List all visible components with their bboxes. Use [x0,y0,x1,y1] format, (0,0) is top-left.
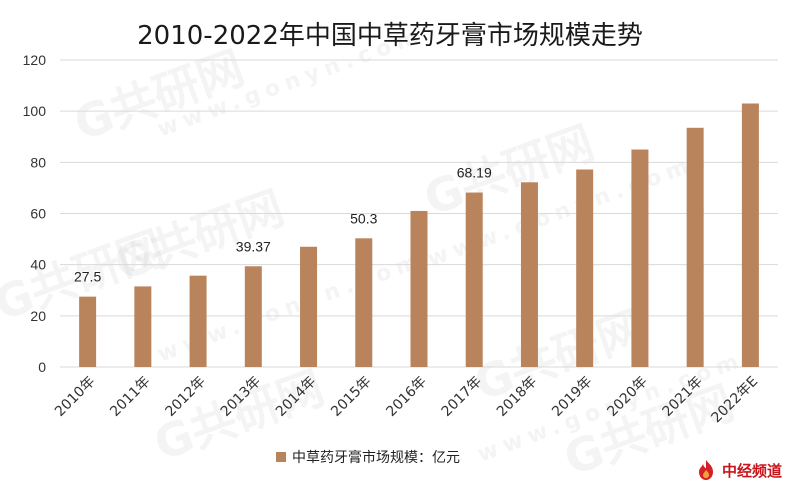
bar [520,182,538,367]
x-tick-label: 2014年 [273,374,319,420]
legend-label: 中草药牙膏市场规模：亿元 [292,449,460,466]
bar [244,266,262,367]
bar [576,169,594,367]
y-tick-label: 120 [23,52,47,68]
flame-logo-icon [699,460,713,480]
data-label: 68.19 [457,165,492,181]
x-tick-label: 2017年 [439,374,485,420]
y-tick-label: 0 [38,359,46,375]
y-tick-label: 100 [23,103,47,119]
x-tick-label: 2020年 [604,374,650,420]
bars [79,103,759,367]
y-tick-label: 80 [30,154,46,170]
data-label: 50.3 [350,210,377,226]
x-tick-label: 2018年 [494,374,540,420]
y-tick-label: 40 [30,257,46,273]
x-tick-label: 2016年 [383,374,429,420]
data-label: 27.5 [74,269,101,285]
bar [134,286,152,367]
bar [465,192,483,367]
bar [410,210,428,367]
x-tick-label: 2021年 [660,374,706,420]
x-tick-label: 2010年 [52,374,98,420]
y-tick-label: 60 [30,206,46,222]
logo-text: 中经频道 [722,461,783,480]
legend-swatch [276,452,286,462]
x-tick-label: 2015年 [328,374,374,420]
bar [355,238,373,367]
data-labels: 27.5 39.37 50.3 68.19 [74,165,492,285]
data-label: 39.37 [236,238,271,254]
bar [189,275,207,367]
x-tick-label: 2012年 [162,374,208,420]
bar [79,296,97,367]
x-tick-label: 2013年 [218,374,264,420]
zhongjing-logo: 中经频道 [694,456,796,484]
x-tick-label: 2011年 [107,374,153,420]
y-tick-label: 20 [30,308,46,324]
y-axis-ticks: 0 20 40 60 80 100 120 [23,52,47,375]
x-axis-ticks: 2010年 2011年 2012年 2013年 2014年 2015年 2016年 2017年… [52,374,761,427]
bar [686,127,704,367]
x-tick-label: 2022年E [709,374,762,427]
x-tick-label: 2019年 [549,374,595,420]
bar [300,246,318,367]
bar [631,149,649,367]
chart-title: 2010-2022年中国中草药牙膏市场规模走势 [137,21,643,51]
bar [741,103,759,367]
legend: 中草药牙膏市场规模：亿元 [276,449,460,466]
